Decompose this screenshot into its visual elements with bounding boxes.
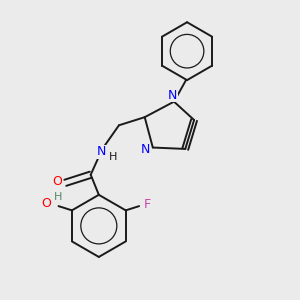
Text: F: F	[143, 197, 151, 211]
Text: H: H	[54, 192, 62, 202]
Text: H: H	[109, 152, 117, 162]
Text: N: N	[167, 89, 177, 102]
Text: N: N	[97, 145, 106, 158]
Text: N: N	[140, 143, 150, 156]
Text: O: O	[42, 197, 52, 211]
Text: O: O	[52, 175, 62, 188]
